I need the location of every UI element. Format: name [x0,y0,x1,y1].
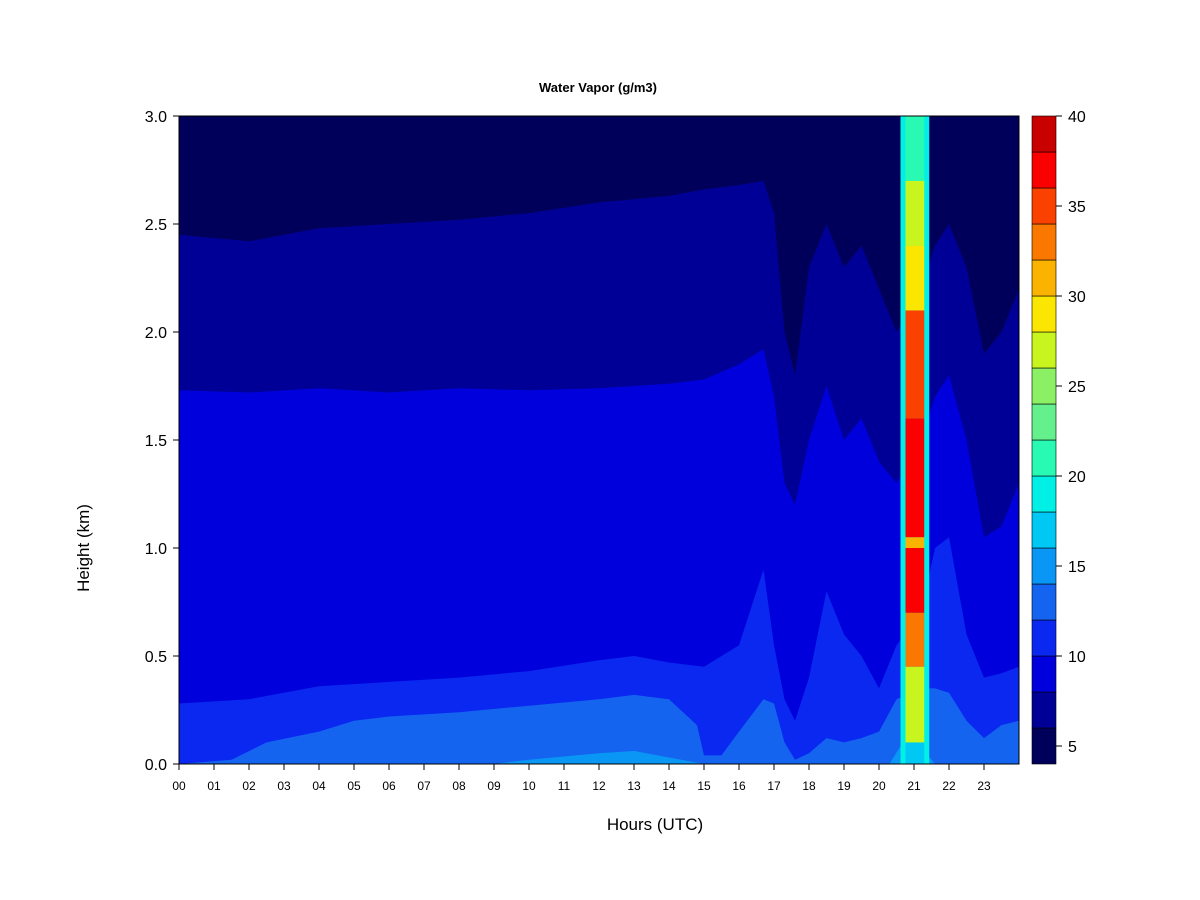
x-tick-label: 10 [522,779,536,793]
colorbar-swatch [1031,547,1057,585]
colorbar: 5 10 15 20 25 30 35 40 [1031,109,1086,765]
x-tick-label: 16 [732,779,746,793]
x-tick-label: 21 [907,779,921,793]
colorbar-tick-label: 5 [1068,739,1077,756]
colorbar-swatch [1031,115,1057,153]
colorbar-swatch [1031,259,1057,297]
moist-band-segment-3 [905,548,925,613]
x-tick-label: 18 [802,779,816,793]
moist-band-segment-6 [905,310,925,419]
colorbar-tick-label: 25 [1068,379,1086,396]
x-tick-label: 08 [452,779,466,793]
colorbar-swatch [1031,439,1057,477]
y-axis-label: Height (km) [74,504,93,592]
x-tick-label: 11 [558,779,571,793]
contour-layer-2 [179,537,1019,764]
x-tick-label: 07 [417,779,431,793]
colorbar-swatch [1031,619,1057,657]
moist-band-segment-8 [905,180,925,246]
x-tick-label: 05 [347,779,361,793]
x-tick-label: 04 [312,779,326,793]
chart-title: Water Vapor (g/m3) [539,80,657,95]
moist-band-segment-2 [905,612,925,667]
x-tick-label: 17 [767,779,781,793]
x-axis: 00 01 02 03 04 05 06 07 08 09 10 11 12 13 14 15 16 17 18 19… [172,763,991,793]
x-tick-label: 09 [487,779,501,793]
colorbar-swatch [1031,187,1057,225]
colorbar-swatch [1031,223,1057,261]
colorbar-swatch [1031,655,1057,693]
colorbar-swatch [1031,475,1057,513]
plot-area [178,115,1020,765]
x-tick-label: 14 [662,779,676,793]
contour-layer-3 [179,688,1019,764]
x-tick-label: 03 [277,779,291,793]
colorbar-tick-label: 20 [1068,469,1086,486]
colorbar-tick-label: 35 [1068,199,1086,216]
moist-band-segment-5 [905,418,925,538]
colorbar-tick-label: 15 [1068,559,1086,576]
x-axis-label: Hours (UTC) [607,815,703,834]
y-tick-label: 1.0 [145,541,167,558]
colorbar-tick-label: 40 [1068,109,1086,126]
x-tick-label: 19 [837,779,851,793]
x-tick-label: 15 [697,779,711,793]
x-tick-label: 01 [207,779,221,793]
x-tick-label: 13 [627,779,641,793]
colorbar-swatch [1031,403,1057,441]
colorbar-swatch [1031,331,1057,369]
colorbar-swatch [1031,727,1057,765]
x-tick-label: 06 [382,779,396,793]
y-tick-label: 0.0 [145,757,167,774]
colorbar-tick-label: 10 [1068,649,1086,666]
y-axis: 0.0 0.5 1.0 1.5 2.0 2.5 3.0 [145,109,180,774]
y-tick-label: 2.5 [145,217,167,234]
y-tick-label: 1.5 [145,433,167,450]
colorbar-swatch [1031,295,1057,333]
colorbar-tick-label: 30 [1068,289,1086,306]
x-tick-label: 12 [592,779,606,793]
moist-band-segment-7 [905,245,925,311]
x-tick-label: 00 [172,779,186,793]
moist-band-segment-9 [905,116,925,181]
contour-layer-1 [179,349,1019,764]
x-tick-label: 20 [872,779,886,793]
colorbar-swatch [1031,151,1057,189]
moist-band-segment-1 [905,666,925,743]
y-tick-label: 3.0 [145,109,167,126]
contour-layer-4 [179,738,1019,764]
moist-band-segment-4 [905,537,925,548]
y-tick-label: 2.0 [145,325,167,342]
x-tick-label: 23 [977,779,991,793]
contour-layers [179,116,1019,764]
colorbar-swatch [1031,511,1057,549]
colorbar-swatch [1031,583,1057,621]
colorbar-swatch [1031,367,1057,405]
x-tick-label: 22 [942,779,956,793]
y-tick-label: 0.5 [145,649,167,666]
x-tick-label: 02 [242,779,256,793]
moist-band-segment-0 [905,742,925,764]
colorbar-swatch [1031,691,1057,729]
